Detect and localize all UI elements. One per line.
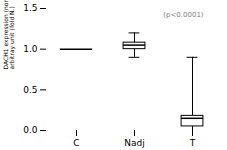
svg-text:DACH1 expression (norm to beta: DACH1 expression (norm to beta actinarbi… (2, 0, 16, 70)
svg-text:1.0: 1.0 (23, 44, 38, 54)
svg-text:1.5: 1.5 (23, 3, 37, 13)
svg-text:C: C (73, 138, 79, 148)
svg-text:0.5: 0.5 (23, 85, 37, 95)
svg-text:(p<0.0001): (p<0.0001) (163, 11, 204, 19)
svg-text:Nadj: Nadj (124, 138, 144, 148)
svg-text:0.0: 0.0 (23, 125, 38, 135)
svg-text:T: T (189, 138, 196, 148)
